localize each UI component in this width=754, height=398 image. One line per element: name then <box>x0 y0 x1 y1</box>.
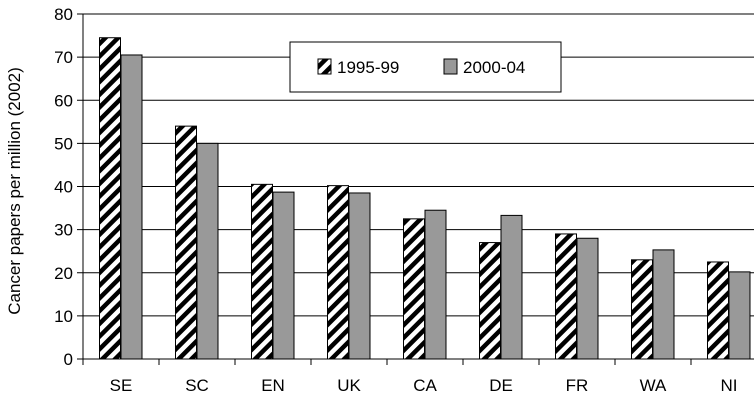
y-tick-label: 70 <box>54 48 73 67</box>
y-tick-label: 40 <box>54 178 73 197</box>
bar-1995-99-sc <box>175 125 197 360</box>
y-tick-label: 20 <box>54 264 73 283</box>
x-tick-label-fr: FR <box>566 376 589 395</box>
bar-2000-04-wa <box>652 249 675 360</box>
legend-box <box>289 41 562 93</box>
legend: 1995-99 2000-04 <box>289 41 562 93</box>
x-tick-label-ni: NI <box>721 376 738 395</box>
legend-swatch-2000-04 <box>443 58 458 75</box>
bar-2000-04-uk <box>348 192 371 360</box>
axes <box>77 13 754 365</box>
y-axis-title: Cancer papers per million (2002) <box>5 67 24 315</box>
bar-2000-04-fr <box>576 237 599 360</box>
x-tick-label-sc: SC <box>185 376 209 395</box>
x-tick-label-ca: CA <box>413 376 437 395</box>
y-tick-label: 80 <box>54 5 73 24</box>
bar-1995-99-ca <box>403 218 425 360</box>
bar-1995-99-ni <box>707 261 729 360</box>
bar-2000-04-en <box>272 191 295 360</box>
y-tick-label: 60 <box>54 91 73 110</box>
tick-labels: 0 10 20 30 40 50 60 70 80 SE SC EN UK CA DE FR WA NI <box>54 5 737 395</box>
x-tick-label-de: DE <box>489 376 513 395</box>
bar-1995-99-de <box>479 242 501 360</box>
bar-1995-99-uk <box>327 185 349 360</box>
x-tick-label-se: SE <box>110 376 133 395</box>
x-tick-label-en: EN <box>261 376 285 395</box>
bar-2000-04-se <box>120 54 143 360</box>
bar-1995-99-wa <box>631 259 653 360</box>
bar-1995-99-en <box>251 183 273 360</box>
y-tick-label: 10 <box>54 307 73 326</box>
y-tick-label: 50 <box>54 134 73 153</box>
x-tick-label-wa: WA <box>640 376 667 395</box>
bar-2000-04-ca <box>424 209 447 360</box>
bar-2000-04-ni <box>728 271 751 360</box>
bar-1995-99-se <box>99 37 121 360</box>
legend-label-2000-04: 2000-04 <box>463 58 525 77</box>
bar-2000-04-de <box>500 214 523 360</box>
x-tick-label-uk: UK <box>337 376 361 395</box>
y-tick-label: 0 <box>64 350 73 369</box>
legend-label-1995-99: 1995-99 <box>337 58 399 77</box>
legend-swatch-1995-99 <box>317 58 332 75</box>
bar-2000-04-sc <box>196 142 219 360</box>
y-tick-label: 30 <box>54 221 73 240</box>
bar-1995-99-fr <box>555 233 577 360</box>
